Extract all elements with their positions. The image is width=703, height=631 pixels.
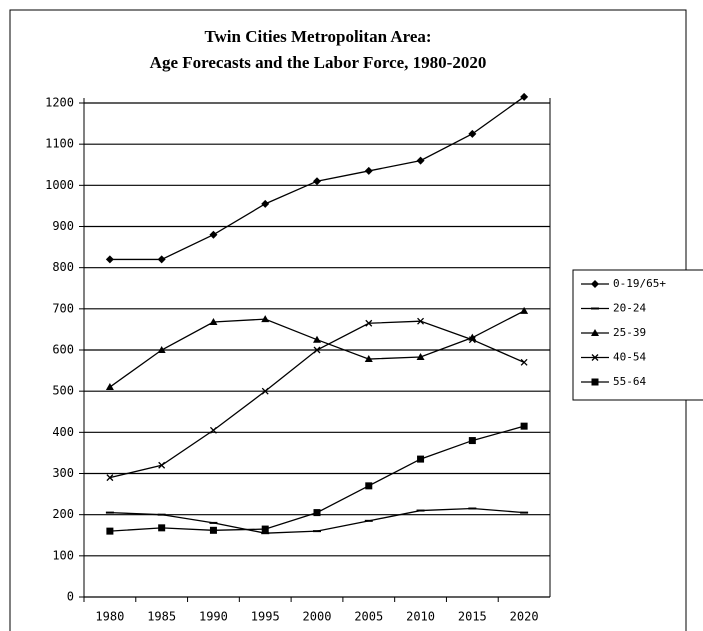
marker	[209, 318, 218, 326]
x-tick-label: 2010	[406, 610, 435, 624]
y-tick-label: 300	[52, 466, 74, 480]
marker	[468, 336, 476, 344]
x-tick-label: 1980	[95, 610, 124, 624]
marker	[209, 230, 218, 239]
marker	[313, 346, 321, 354]
marker	[364, 166, 373, 175]
marker	[106, 474, 114, 482]
marker	[591, 329, 599, 336]
y-tick-label: 600	[52, 343, 74, 357]
legend-label: 40-54	[613, 351, 646, 364]
y-tick-label: 400	[52, 425, 74, 439]
marker	[157, 255, 166, 264]
marker	[261, 315, 270, 323]
series-line	[109, 310, 525, 388]
legend-label: 55-64	[613, 375, 646, 388]
marker	[261, 387, 269, 395]
marker	[364, 355, 373, 363]
marker	[261, 199, 270, 208]
marker	[417, 455, 425, 463]
marker	[365, 482, 373, 490]
legend-label: 25-39	[613, 326, 646, 339]
chart-title: Twin Cities Metropolitan Area:	[204, 27, 431, 46]
y-tick-label: 100	[52, 548, 74, 562]
marker	[468, 437, 476, 445]
y-tick-label: 1200	[45, 96, 74, 110]
marker	[105, 255, 114, 264]
x-tick-label: 1985	[147, 610, 176, 624]
marker	[520, 92, 529, 101]
marker	[209, 426, 217, 434]
marker	[416, 352, 425, 360]
marker	[313, 177, 321, 186]
marker	[520, 306, 529, 314]
legend-label: 0-19/65+	[613, 277, 666, 290]
marker	[417, 317, 425, 325]
y-tick-label: 1100	[45, 137, 74, 151]
plot-area	[105, 92, 529, 535]
marker	[106, 527, 114, 535]
marker	[591, 280, 599, 288]
y-tick-label: 800	[52, 260, 74, 274]
marker	[209, 526, 217, 534]
y-tick-label: 200	[52, 507, 74, 521]
x-tick-label: 1990	[199, 610, 228, 624]
marker	[416, 156, 425, 165]
marker	[158, 524, 166, 532]
marker	[105, 383, 114, 391]
x-tick-label: 2020	[510, 610, 539, 624]
y-tick-label: 500	[52, 384, 74, 398]
x-tick-label: 1995	[251, 610, 280, 624]
marker	[313, 335, 321, 343]
marker	[157, 346, 166, 353]
x-tick-label: 2005	[354, 610, 383, 624]
marker	[591, 378, 599, 386]
y-tick-label: 900	[52, 219, 74, 233]
marker	[468, 129, 477, 138]
y-tick-label: 700	[52, 301, 74, 315]
marker	[313, 509, 321, 517]
marker	[520, 358, 528, 366]
legend-label: 20-24	[613, 302, 646, 315]
marker	[158, 461, 166, 469]
marker	[365, 319, 373, 327]
marker	[591, 354, 599, 361]
x-tick-label: 2000	[303, 610, 332, 624]
marker	[261, 525, 269, 533]
y-tick-label: 0	[67, 590, 74, 604]
marker	[520, 422, 528, 430]
x-tick-label: 2015	[458, 610, 487, 624]
y-tick-label: 1000	[45, 178, 74, 192]
chart-subtitle: Age Forecasts and the Labor Force, 1980-…	[150, 53, 487, 72]
